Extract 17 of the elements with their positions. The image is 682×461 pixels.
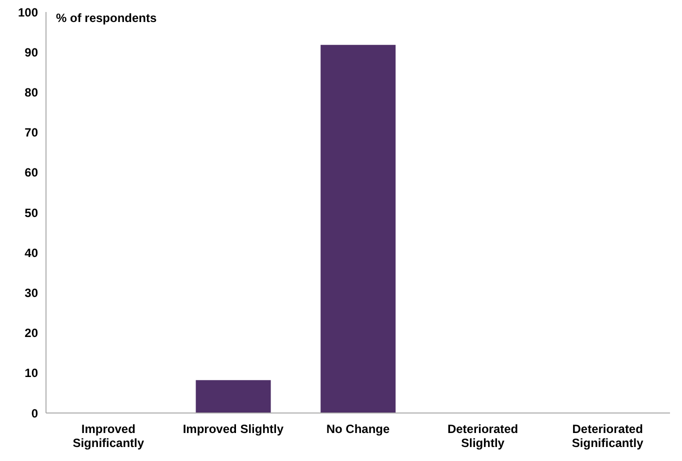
x-tick-label: Deteriorated Slightly xyxy=(447,422,518,450)
y-tick-label: 30 xyxy=(24,286,38,300)
y-tick-label: 60 xyxy=(24,166,38,180)
y-tick-label: 70 xyxy=(24,126,38,140)
y-tick-label: 20 xyxy=(24,326,38,340)
y-tick-label: 10 xyxy=(24,366,38,380)
x-tick-label: Improved Significantly xyxy=(72,422,144,450)
y-axis-title: % of respondents xyxy=(56,11,157,25)
y-tick-label: 0 xyxy=(31,406,38,420)
y-tick-label: 50 xyxy=(24,206,38,220)
y-tick-label: 90 xyxy=(24,45,38,60)
y-tick-label: 80 xyxy=(24,85,38,100)
x-tick-label: Deteriorated Significantly xyxy=(572,422,644,450)
y-tick-label: 40 xyxy=(24,246,38,260)
x-tick-label: Improved Slightly xyxy=(182,422,284,436)
y-tick-label: 100 xyxy=(18,5,38,20)
x-tick-label: No Change xyxy=(326,422,390,436)
